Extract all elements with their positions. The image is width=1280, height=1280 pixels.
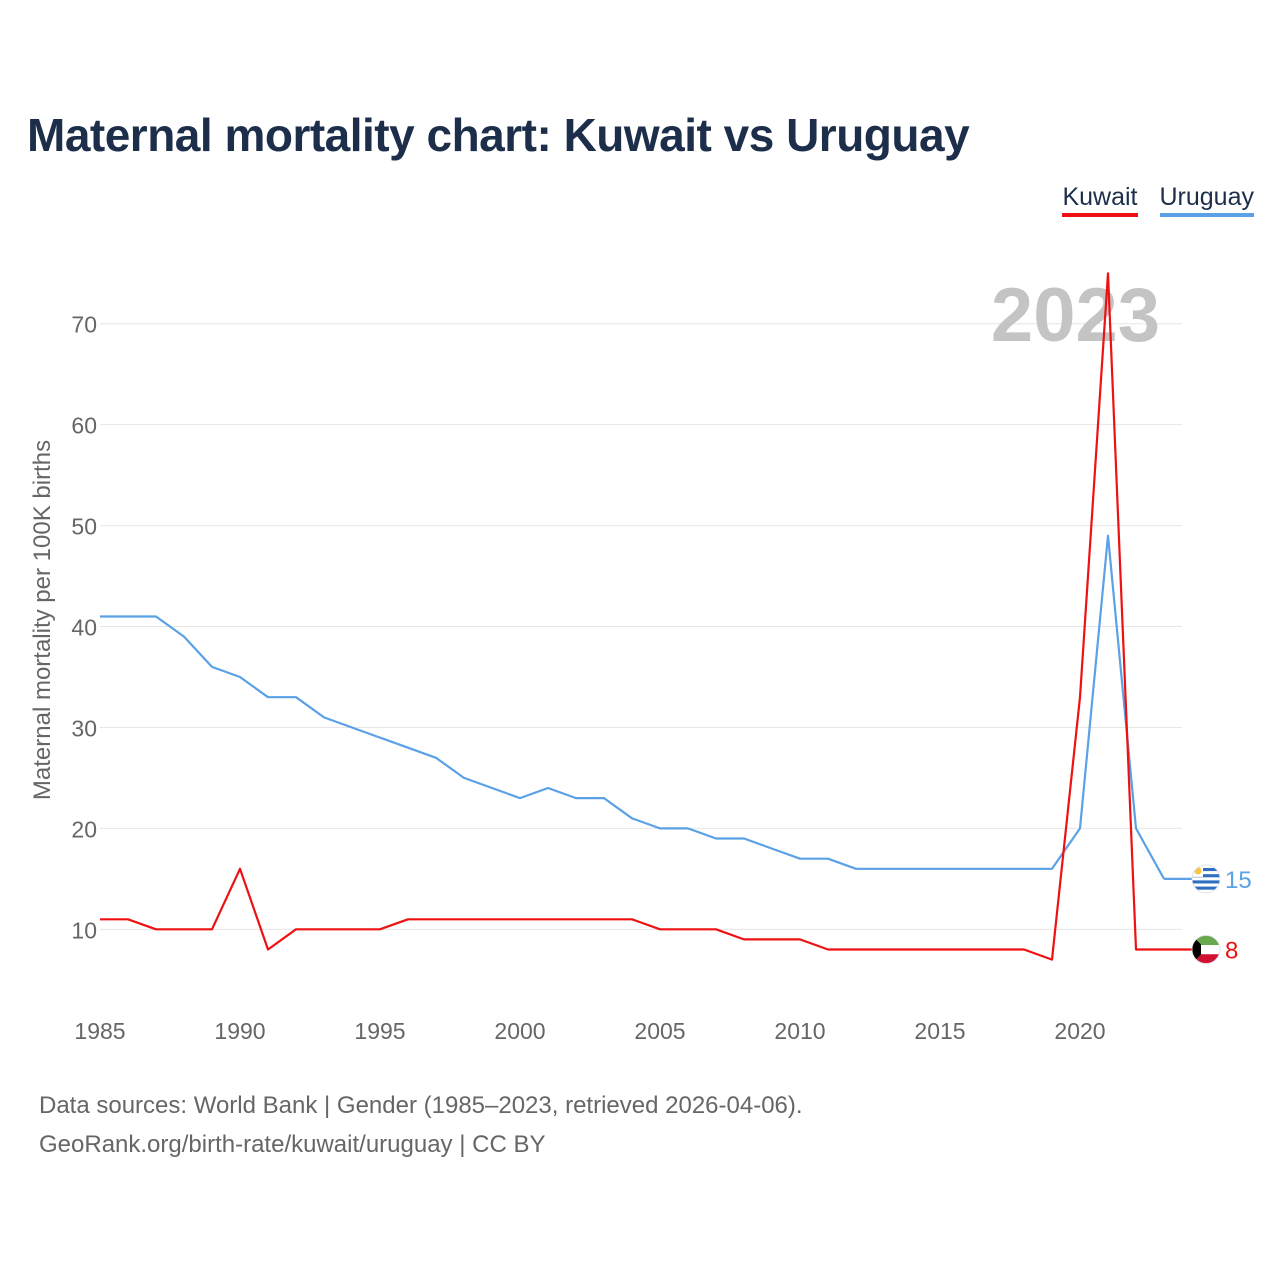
chart-title: Maternal mortality chart: Kuwait vs Urug… (27, 109, 970, 161)
x-tick-label: 2000 (494, 1018, 545, 1044)
x-tick-label: 1990 (214, 1018, 265, 1044)
x-tick-label: 2005 (634, 1018, 685, 1044)
line-chart: 2023 10 20 30 40 50 60 70 1985 1990 1995 2000 2005… (29, 272, 1252, 1044)
y-tick-label: 70 (71, 312, 97, 338)
y-axis-ticks: 10 20 30 40 50 60 70 (71, 312, 97, 944)
y-tick-label: 10 (71, 917, 97, 943)
kuwait-flag-icon (1191, 935, 1221, 964)
x-tick-label: 1995 (354, 1018, 405, 1044)
y-tick-label: 20 (71, 816, 97, 842)
x-tick-label: 2020 (1054, 1018, 1105, 1044)
series-line-kuwait (100, 272, 1164, 961)
end-value-kuwait: 8 (1225, 938, 1238, 965)
x-tick-label: 2010 (774, 1018, 825, 1044)
y-tick-label: 50 (71, 514, 97, 540)
x-tick-label: 2015 (914, 1018, 965, 1044)
year-watermark: 2023 (991, 273, 1160, 358)
y-tick-label: 40 (71, 615, 97, 641)
source-note: Data sources: World Bank | Gender (1985–… (39, 1086, 803, 1164)
uruguay-flag-icon (1191, 864, 1221, 894)
series-line-uruguay (100, 534, 1165, 880)
legend: Kuwait Uruguay (1062, 183, 1254, 217)
legend-item-uruguay[interactable]: Uruguay (1159, 183, 1254, 217)
end-value-uruguay: 15 (1225, 867, 1252, 894)
end-markers: 15 8 (1164, 864, 1252, 965)
y-tick-label: 30 (71, 715, 97, 741)
series (100, 272, 1165, 961)
y-tick-label: 60 (71, 413, 97, 439)
y-axis-label: Maternal mortality per 100K births (29, 440, 56, 800)
source-line-1: Data sources: World Bank | Gender (1985–… (39, 1092, 803, 1119)
x-tick-label: 1985 (74, 1018, 125, 1044)
gridlines (100, 323, 1182, 930)
x-axis-ticks: 1985 1990 1995 2000 2005 2010 2015 2020 (74, 1018, 1105, 1044)
legend-item-kuwait[interactable]: Kuwait (1062, 183, 1138, 217)
source-line-2: GeoRank.org/birth-rate/kuwait/uruguay | … (39, 1131, 546, 1158)
